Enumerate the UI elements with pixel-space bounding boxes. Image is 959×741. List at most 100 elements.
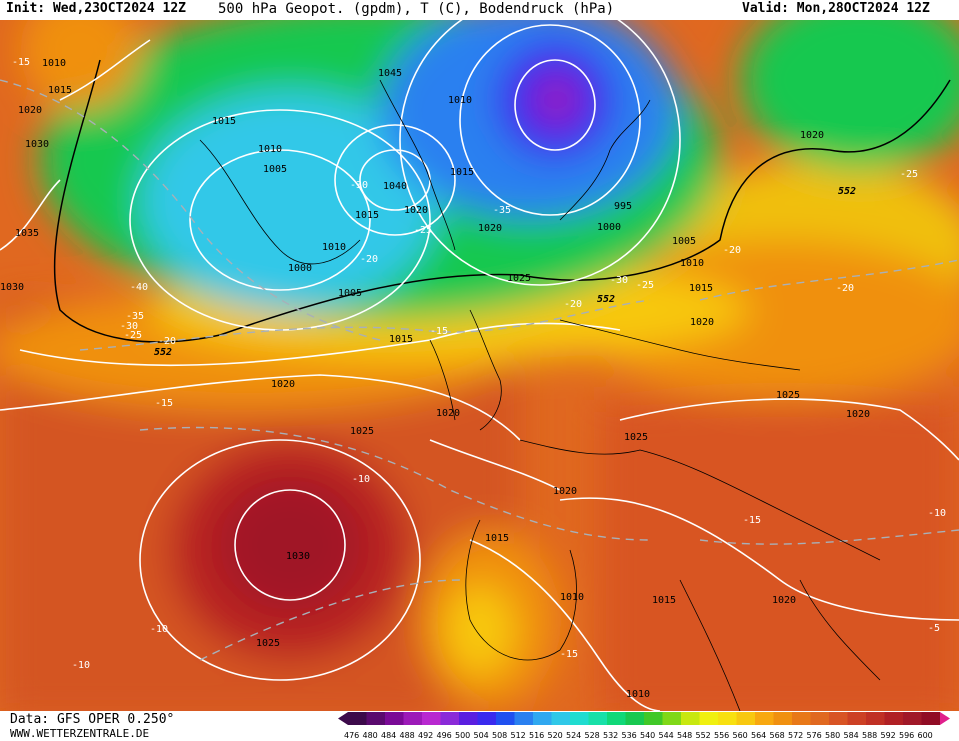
legend-swatch xyxy=(477,712,496,725)
isobar-label: 1020 xyxy=(553,486,577,497)
legend-tick-label: 536 xyxy=(622,731,637,740)
svg-text:-15: -15 xyxy=(560,649,578,660)
legend-tick-label: 544 xyxy=(659,731,674,740)
legend-swatch xyxy=(921,712,940,725)
isobar-label: 1020 xyxy=(18,105,42,116)
legend-swatch xyxy=(699,712,718,725)
isobar-label: 1005 xyxy=(672,236,696,247)
legend-tick-label: 564 xyxy=(751,731,766,740)
isobar-label: 1020 xyxy=(436,408,460,419)
legend-swatch xyxy=(533,712,552,725)
legend-tick-label: 480 xyxy=(363,731,378,740)
legend-tick-label: 508 xyxy=(492,731,507,740)
isobar-label: 1020 xyxy=(271,379,295,390)
svg-text:-25: -25 xyxy=(414,225,432,236)
isobar-label: 1010 xyxy=(560,592,584,603)
map-canvas: 1010 1015 1020 1030 1035 1030 1005 1000 … xyxy=(0,0,959,720)
legend-tick-label: 552 xyxy=(696,731,711,740)
legend-tick-label: 576 xyxy=(807,731,822,740)
isobar-label: 1030 xyxy=(286,551,310,562)
isobar-label: 1015 xyxy=(212,116,236,127)
svg-text:-10: -10 xyxy=(150,624,168,635)
legend-swatch xyxy=(829,712,848,725)
legend-tick-label: 568 xyxy=(770,731,785,740)
isobar-label: 1020 xyxy=(478,223,502,234)
isobar-label: 1010 xyxy=(322,242,346,253)
svg-text:-35: -35 xyxy=(493,205,511,216)
legend-swatch xyxy=(422,712,441,725)
data-source: Data: GFS OPER 0.250° xyxy=(10,712,175,727)
legend-tick-label: 500 xyxy=(455,731,470,740)
legend-swatch xyxy=(403,712,422,725)
legend-tick-label: 592 xyxy=(881,731,896,740)
legend-tick-label: 560 xyxy=(733,731,748,740)
legend-arrow-high xyxy=(940,712,950,725)
legend-tick-label: 596 xyxy=(899,731,914,740)
svg-text:-40: -40 xyxy=(130,282,148,293)
svg-text:-15: -15 xyxy=(430,326,448,337)
weather-map: 1010 1015 1020 1030 1035 1030 1005 1000 … xyxy=(0,0,959,720)
legend-arrow-low xyxy=(338,712,348,725)
init-time: Init: Wed,23OCT2024 12Z xyxy=(6,1,187,16)
legend-tick-label: 600 xyxy=(918,731,933,740)
isobar-label: 995 xyxy=(614,201,632,212)
legend-tick-label: 484 xyxy=(381,731,396,740)
svg-text:552: 552 xyxy=(597,294,615,305)
svg-text:-10: -10 xyxy=(352,474,370,485)
svg-text:-25: -25 xyxy=(900,169,918,180)
legend-swatch xyxy=(459,712,478,725)
isobar-label: 1010 xyxy=(258,144,282,155)
legend-swatch xyxy=(903,712,922,725)
map-footer: Data: GFS OPER 0.250° WWW.WETTERZENTRALE… xyxy=(0,711,959,741)
legend-tick-label: 476 xyxy=(344,731,359,740)
legend-swatch xyxy=(440,712,459,725)
isobar-label: 1010 xyxy=(448,95,472,106)
legend-tick-label: 588 xyxy=(862,731,877,740)
legend-swatch xyxy=(810,712,829,725)
legend-swatch xyxy=(773,712,792,725)
map-header: Init: Wed,23OCT2024 12Z 500 hPa Geopot. … xyxy=(0,0,959,20)
legend-tick-label: 492 xyxy=(418,731,433,740)
legend-swatch xyxy=(884,712,903,725)
legend-swatch xyxy=(792,712,811,725)
coastlines xyxy=(199,79,881,712)
legend-swatch xyxy=(662,712,681,725)
isobar-label: 1030 xyxy=(25,139,49,150)
isobar-label: 1025 xyxy=(776,390,800,401)
isobar-label: 1015 xyxy=(355,210,379,221)
svg-text:552: 552 xyxy=(154,347,172,358)
legend-tick-label: 584 xyxy=(844,731,859,740)
svg-text:-35: -35 xyxy=(126,311,144,322)
legend-tick-label: 580 xyxy=(825,731,840,740)
map-title: 500 hPa Geopot. (gpdm), T (C), Bodendruc… xyxy=(218,1,615,17)
legend-swatch xyxy=(847,712,866,725)
legend-swatch xyxy=(348,712,367,725)
isobar-label: 1040 xyxy=(383,181,407,192)
isobar-label: 1025 xyxy=(350,426,374,437)
isobar-label: 1005 xyxy=(338,288,362,299)
legend-swatch xyxy=(607,712,626,725)
legend-tick-label: 540 xyxy=(640,731,655,740)
svg-text:-5: -5 xyxy=(928,623,940,634)
isobar-label: 1015 xyxy=(485,533,509,544)
legend-swatch xyxy=(366,712,385,725)
isobar-label: 1025 xyxy=(507,273,531,284)
isobar-label: 1020 xyxy=(404,205,428,216)
isobar-label: 1015 xyxy=(450,167,474,178)
legend-swatch xyxy=(644,712,663,725)
isobar-label: 1025 xyxy=(624,432,648,443)
isobar-label: 1015 xyxy=(652,595,676,606)
legend-swatch xyxy=(588,712,607,725)
svg-text:-20: -20 xyxy=(158,336,176,347)
legend-swatch xyxy=(625,712,644,725)
svg-text:-25: -25 xyxy=(124,330,142,341)
legend-tick-label: 548 xyxy=(677,731,692,740)
svg-text:-30: -30 xyxy=(350,180,368,191)
website-label: WWW.WETTERZENTRALE.DE xyxy=(10,727,150,740)
svg-text:-10: -10 xyxy=(928,508,946,519)
svg-text:-20: -20 xyxy=(723,245,741,256)
isobar-label: 1035 xyxy=(15,228,39,239)
isobar-label: 1030 xyxy=(0,282,24,293)
legend-tick-label: 524 xyxy=(566,731,581,740)
isobar-label: 1000 xyxy=(597,222,621,233)
